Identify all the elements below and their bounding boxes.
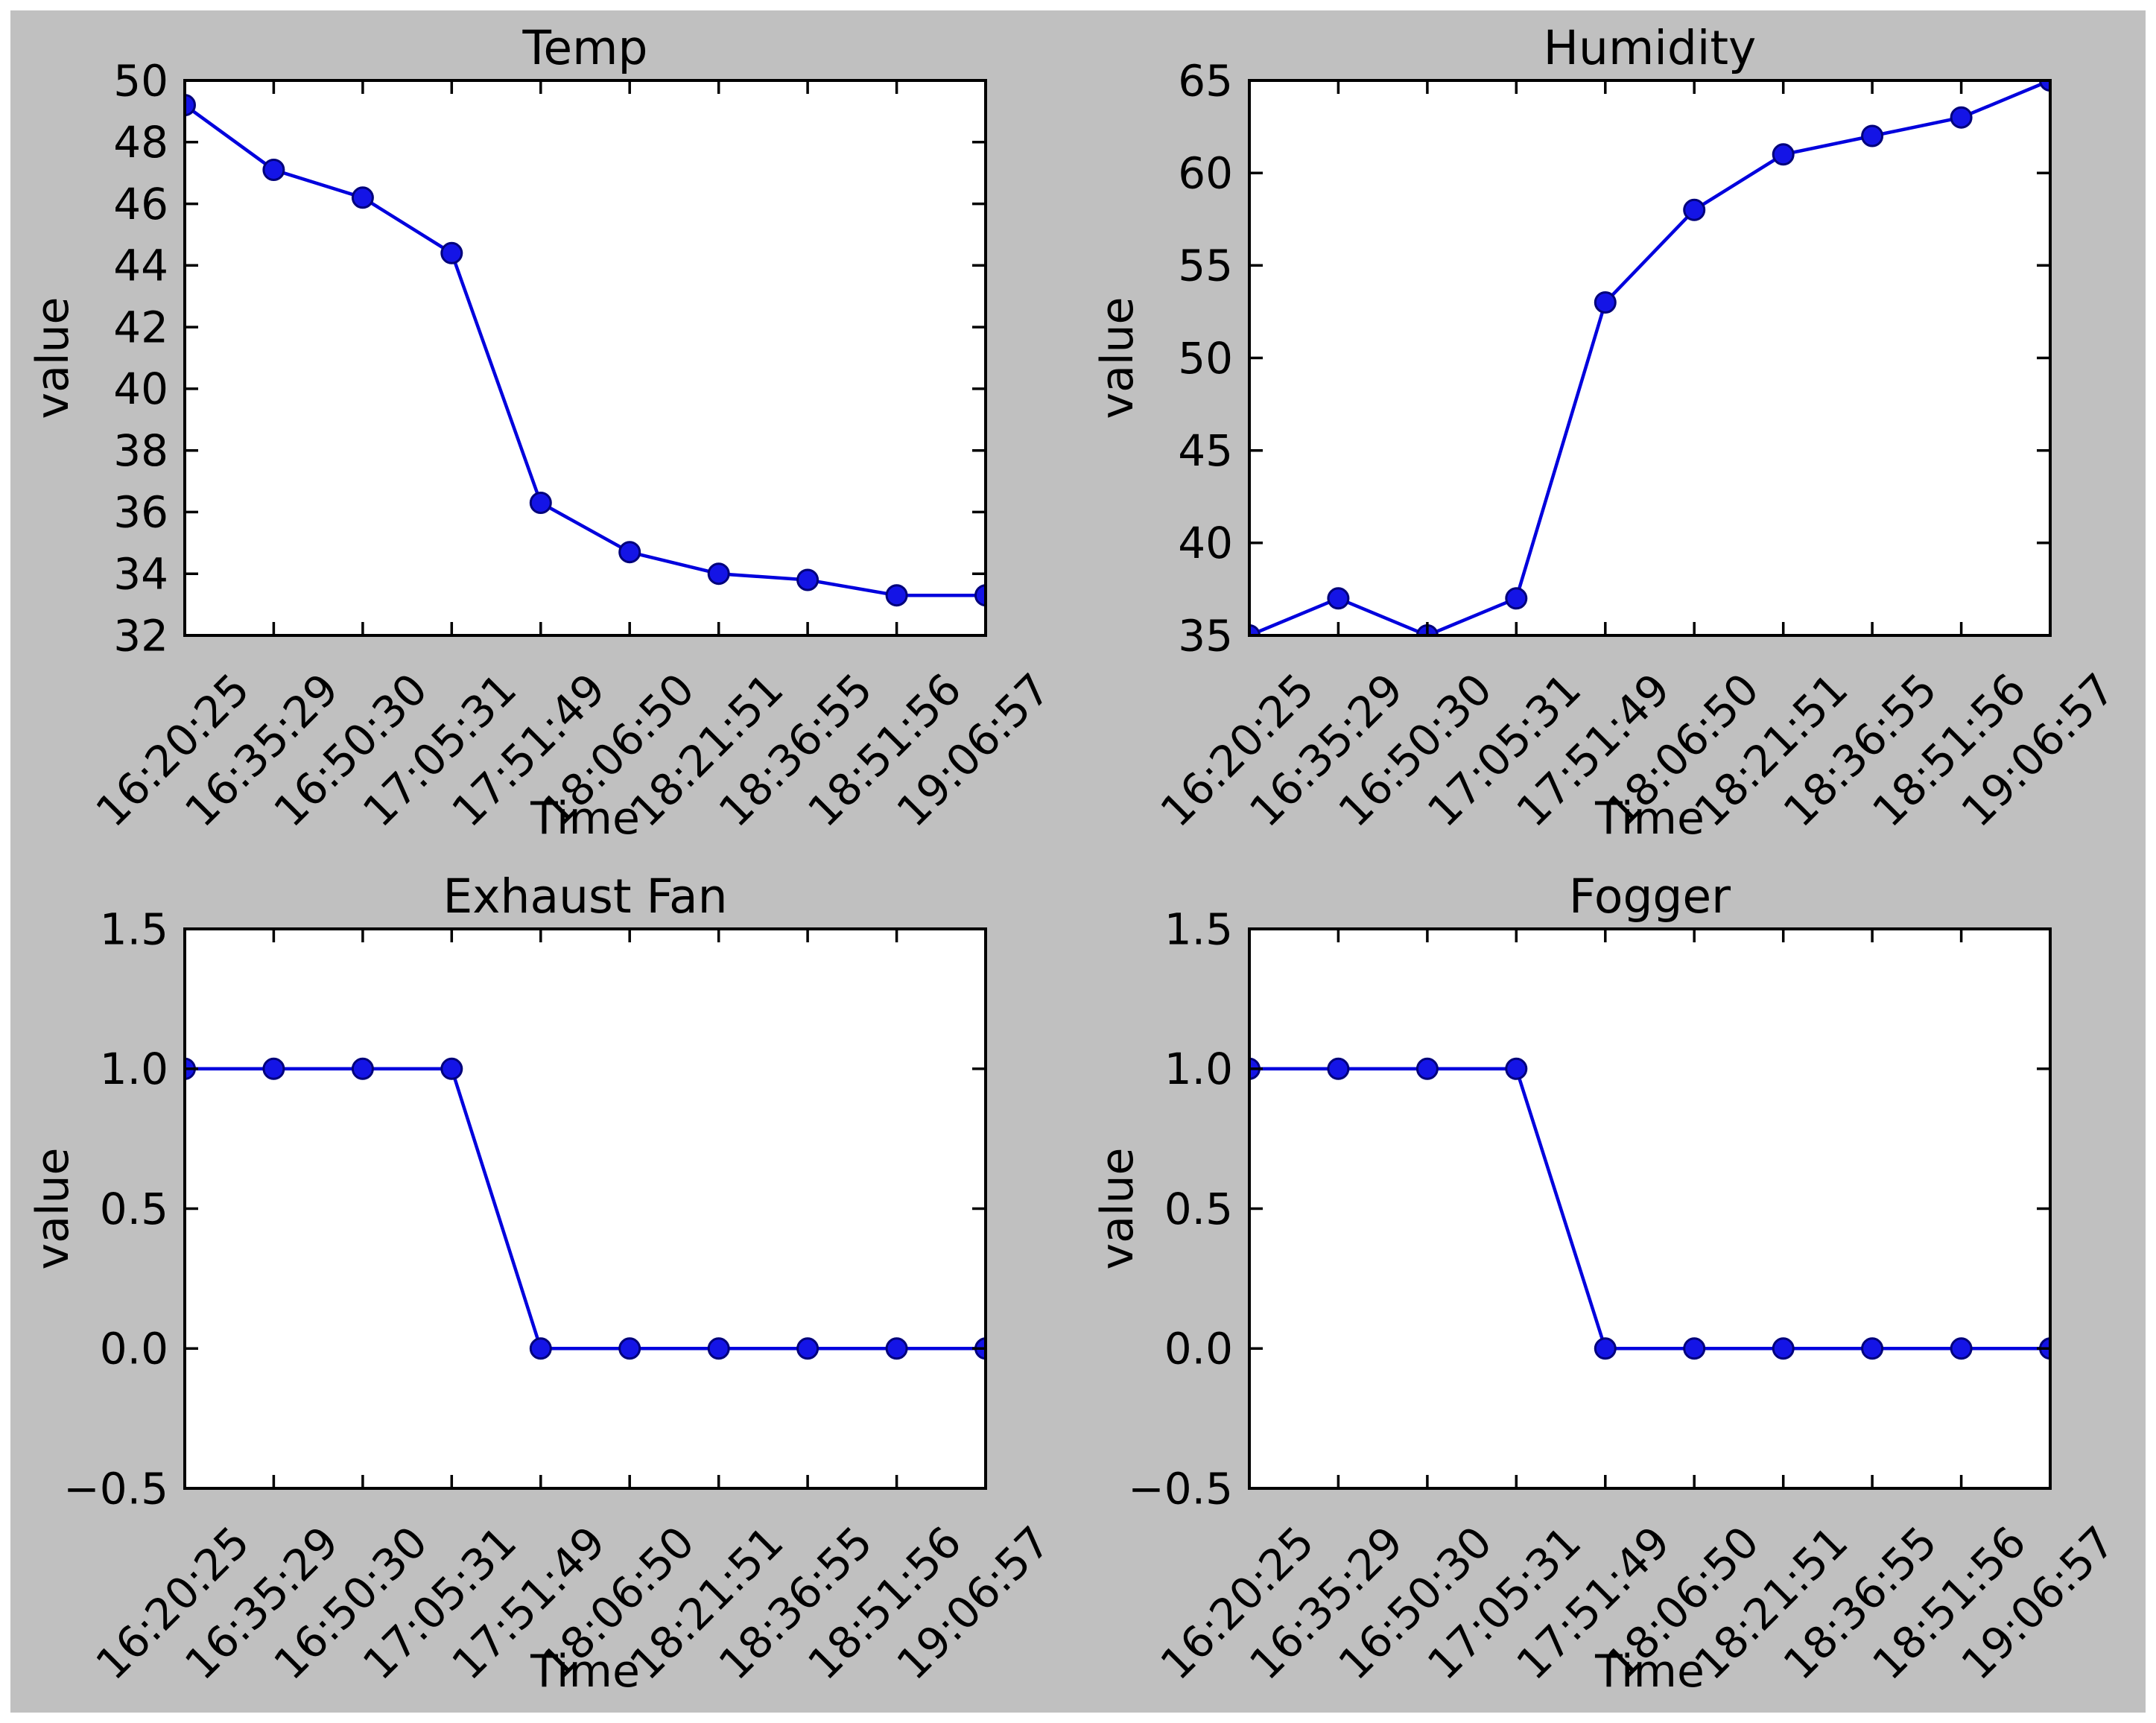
y-tick-label: 1.0 <box>1164 1044 1233 1094</box>
x-axis-label: Time <box>530 793 640 845</box>
data-point <box>1594 291 1617 314</box>
data-point <box>1415 1057 1439 1080</box>
data-line <box>184 104 986 597</box>
subplot-title: Exhaust Fan <box>443 869 727 924</box>
y-tick-label: 32 <box>113 610 168 661</box>
data-point <box>1950 1337 1973 1360</box>
y-tick-label: 0.0 <box>100 1324 168 1374</box>
y-tick-label: 1.5 <box>1164 904 1233 954</box>
data-point <box>796 568 819 591</box>
data-point <box>529 492 552 514</box>
y-tick-label: 44 <box>113 241 168 291</box>
data-point <box>440 1057 463 1080</box>
y-tick-label: 50 <box>1178 333 1233 384</box>
plot-area <box>185 80 986 635</box>
y-axis-label: value <box>1091 1148 1144 1270</box>
data-point <box>796 1337 819 1360</box>
data-point <box>351 186 374 209</box>
plot-area <box>1249 80 2050 635</box>
subplot-title: Fogger <box>1569 869 1731 924</box>
data-point <box>529 1337 552 1360</box>
data-point <box>1505 1057 1528 1080</box>
tick-marks <box>1248 927 2052 1490</box>
data-point <box>262 1057 285 1080</box>
y-tick-label: 0.5 <box>1164 1184 1233 1234</box>
plot-area <box>185 929 986 1488</box>
axes-spines <box>183 79 987 637</box>
subplot-title: Humidity <box>1544 21 1757 75</box>
data-point <box>1594 1337 1617 1360</box>
data-point <box>440 241 463 264</box>
y-tick-label: 0.0 <box>1164 1324 1233 1374</box>
y-tick-label: 65 <box>1178 55 1233 106</box>
data-point <box>885 1337 908 1360</box>
y-tick-label: −0.5 <box>63 1463 168 1514</box>
y-tick-label: 48 <box>113 117 168 168</box>
y-axis-label: value <box>27 297 79 419</box>
data-point <box>351 1057 374 1080</box>
data-line <box>185 1067 986 1351</box>
subplot-exhaust-fan: −0.50.00.51.01.516:20:2516:35:2916:50:30… <box>27 869 1060 1698</box>
y-tick-label: 1.5 <box>100 904 168 954</box>
data-point <box>1861 124 1884 147</box>
data-point <box>1327 1057 1350 1080</box>
data-point <box>1327 587 1350 610</box>
x-axis-label: Time <box>530 1646 640 1698</box>
y-tick-label: 36 <box>113 487 168 538</box>
y-tick-label: 38 <box>113 425 168 476</box>
series-fogger <box>1249 1057 2051 1360</box>
data-point <box>707 1337 730 1360</box>
y-tick-label: 40 <box>1178 518 1233 568</box>
data-point <box>1683 1337 1706 1360</box>
y-tick-label: 1.0 <box>100 1044 168 1094</box>
data-point <box>1861 1337 1884 1360</box>
data-point <box>618 1337 641 1360</box>
data-point <box>1683 198 1706 221</box>
tick-marks <box>183 927 987 1490</box>
y-tick-label: 46 <box>113 179 168 229</box>
data-point <box>885 584 908 607</box>
data-point <box>1772 1337 1795 1360</box>
plot-area <box>1249 929 2050 1488</box>
data-point <box>1505 587 1528 610</box>
y-tick-label: 40 <box>113 364 168 414</box>
tick-marks <box>1248 79 2052 637</box>
data-point <box>707 562 730 586</box>
y-axis-label: value <box>27 1148 79 1270</box>
data-point <box>1950 106 1973 129</box>
y-tick-label: 55 <box>1178 241 1233 291</box>
data-line <box>1249 1067 2050 1351</box>
y-tick-label: 50 <box>113 55 168 106</box>
y-tick-label: 42 <box>113 302 168 352</box>
y-tick-label: 35 <box>1178 610 1233 661</box>
tick-marks <box>183 79 987 637</box>
data-point <box>618 541 641 564</box>
data-line <box>1249 80 2051 636</box>
y-tick-label: −0.5 <box>1128 1463 1233 1514</box>
x-axis-label: Time <box>1594 1646 1705 1698</box>
data-point <box>262 159 285 181</box>
data-point <box>1772 143 1795 166</box>
y-tick-label: 60 <box>1178 147 1233 198</box>
y-axis-label: value <box>1091 297 1144 419</box>
subplot-title: Temp <box>522 21 648 75</box>
y-tick-label: 34 <box>113 549 168 600</box>
subplot-temp: 3234363840424446485016:20:2516:35:2916:5… <box>27 21 1060 845</box>
y-tick-label: 45 <box>1178 425 1233 476</box>
series-humidity <box>1249 80 2051 636</box>
x-axis-label: Time <box>1594 793 1705 845</box>
y-tick-label: 0.5 <box>100 1184 168 1234</box>
